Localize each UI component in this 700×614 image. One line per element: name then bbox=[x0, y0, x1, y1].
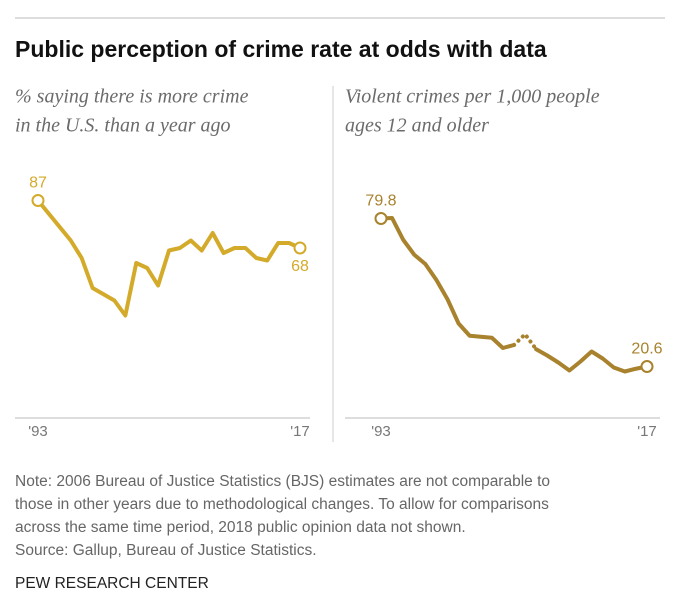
footer: PEW RESEARCH CENTER bbox=[15, 575, 209, 592]
end-marker bbox=[374, 212, 388, 225]
data-label: 79.8 bbox=[365, 193, 396, 210]
data-label: 68 bbox=[291, 258, 309, 275]
end-marker bbox=[640, 360, 654, 373]
data-line bbox=[36, 198, 302, 318]
dotted-line bbox=[512, 331, 539, 352]
end-marker bbox=[293, 241, 307, 255]
data-line bbox=[534, 347, 649, 374]
data-line bbox=[379, 216, 516, 350]
subtitle: % saying there is more crime bbox=[15, 86, 249, 108]
subtitle: in the U.S. than a year ago bbox=[15, 115, 231, 137]
subtitle: Violent crimes per 1,000 people bbox=[345, 86, 600, 108]
end-marker bbox=[31, 194, 45, 207]
subtitle: ages 12 and older bbox=[345, 115, 489, 137]
data-label: 20.6 bbox=[631, 341, 662, 358]
source: Source: Gallup, Bureau of Justice Statis… bbox=[15, 542, 317, 559]
note-line: those in other years due to methodologic… bbox=[15, 496, 549, 513]
x-tick-label: '93 bbox=[28, 423, 48, 440]
page-title: Public perception of crime rate at odds … bbox=[15, 36, 547, 62]
x-tick-label: '17 bbox=[637, 423, 657, 440]
x-tick-label: '93 bbox=[371, 423, 391, 440]
x-tick-label: '17 bbox=[290, 423, 310, 440]
note-line: across the same time period, 2018 public… bbox=[15, 519, 466, 536]
note-line: Note: 2006 Bureau of Justice Statistics … bbox=[15, 473, 550, 490]
data-label: 87 bbox=[29, 175, 47, 192]
